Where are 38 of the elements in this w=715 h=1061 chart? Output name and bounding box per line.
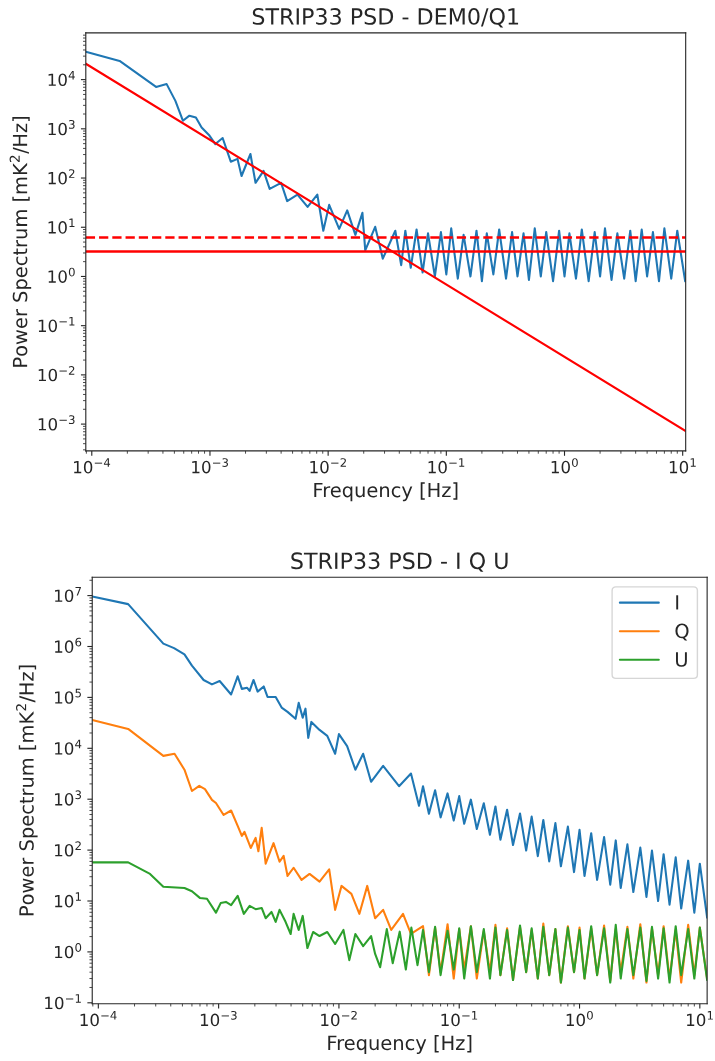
legend-label: I bbox=[676, 595, 679, 610]
y-tick-label: 10$^{−1}$ bbox=[45, 994, 81, 1010]
x-tick-label: 10$^{−2}$ bbox=[321, 1010, 357, 1027]
y-tick-label: 10$^{−3}$ bbox=[38, 415, 75, 431]
y-tick-label: 10$^{5}$ bbox=[55, 688, 81, 704]
y-tick-label: 10$^{−1}$ bbox=[38, 317, 75, 333]
legend-label: Q bbox=[675, 623, 689, 641]
x-tick-label: 10$^{1}$ bbox=[669, 458, 696, 474]
y-tick-label: 10$^{2}$ bbox=[48, 169, 75, 185]
x-tick-label: 10$^{−4}$ bbox=[74, 458, 111, 474]
y-axis-title: Power Spectrum [mK$^{2}$/Hz] bbox=[16, 665, 38, 916]
x-tick-label: 10$^{−1}$ bbox=[441, 1011, 478, 1027]
y-tick-label: 10$^{0}$ bbox=[48, 267, 75, 283]
x-tick-label: 10$^{−2}$ bbox=[310, 458, 346, 474]
y-tick-label: 10$^{2}$ bbox=[55, 841, 81, 857]
y-tick-label: 10$^{4}$ bbox=[55, 739, 82, 755]
x-axis-title: Frequency [Hz] bbox=[314, 482, 458, 502]
legend-label: U bbox=[676, 652, 687, 667]
x-tick-label: 10$^{0}$ bbox=[566, 1010, 593, 1027]
y-tick-label: 10$^{7}$ bbox=[55, 586, 81, 603]
x-tick-label: 10$^{−1}$ bbox=[428, 458, 465, 474]
y-tick-label: 10$^{−2}$ bbox=[38, 366, 75, 382]
x-tick-label: 10$^{0}$ bbox=[551, 458, 578, 474]
y-tick-label: 10$^{0}$ bbox=[55, 943, 82, 959]
x-tick-label: 10$^{−3}$ bbox=[200, 1010, 237, 1027]
y-tick-label: 10$^{1}$ bbox=[48, 218, 75, 234]
chart-title: STRIP33 PSD - I Q U bbox=[291, 552, 508, 572]
x-tick-label: 10$^{−3}$ bbox=[192, 458, 229, 474]
chart-title: STRIP33 PSD - DEM0/Q1 bbox=[252, 8, 519, 28]
y-axis-title: Power Spectrum [mK$^{2}$/Hz] bbox=[9, 116, 32, 367]
y-tick-label: 10$^{1}$ bbox=[55, 892, 81, 908]
y-tick-label: 10$^{6}$ bbox=[55, 637, 82, 653]
x-tick-label: 10$^{1}$ bbox=[687, 1011, 713, 1027]
y-tick-label: 10$^{3}$ bbox=[55, 790, 82, 806]
y-tick-label: 10$^{4}$ bbox=[48, 70, 75, 87]
y-tick-label: 10$^{3}$ bbox=[48, 119, 75, 136]
x-axis-title: Frequency [Hz] bbox=[328, 1035, 472, 1054]
x-tick-label: 10$^{−4}$ bbox=[80, 1011, 117, 1027]
